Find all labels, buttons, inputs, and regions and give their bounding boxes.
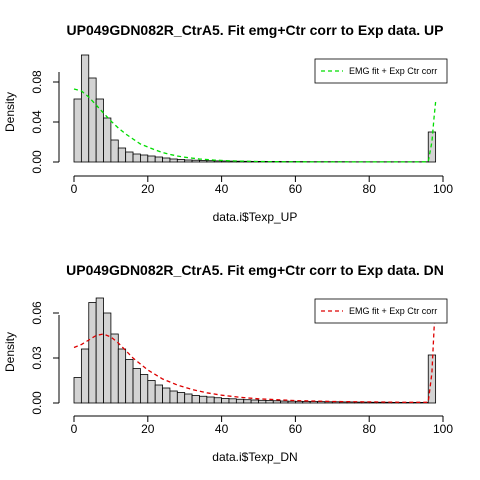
chart-up-y-tick-label-1: 0.04 [30,110,44,134]
chart-dn-bar-24 [250,399,259,404]
chart-dn-bar-31 [302,401,311,404]
chart-up-y-tick-label-2: 0.08 [30,70,44,94]
chart-up-x-tick-label-0: 0 [71,182,78,196]
chart-up-legend: EMG fit + Exp Ctr corr [314,58,448,84]
chart-up-x-tick-label-4: 80 [363,182,377,196]
chart-up-bar-15 [184,159,193,163]
chart-dn-bar-3 [95,297,104,404]
chart-dn-bar-25 [258,399,267,404]
chart-up-bar-9 [140,154,149,163]
chart-up-bar-1 [80,54,90,163]
chart-up-x-ticks: 0 20 40 60 80 100 [71,176,453,196]
chart-dn-bar-26 [265,400,274,404]
chart-dn-bar-30 [294,400,304,404]
chart-dn-bar-9 [140,374,149,404]
chart-dn-bar-7 [125,359,134,404]
chart-dn-title: UP049GDN082R_CtrA5. Fit emg+Ctr corr to … [66,262,444,278]
chart-up-bar-13 [169,158,178,163]
chart-up-y-ticks: 0.00 0.04 0.08 [30,70,59,174]
chart-dn-bar-1 [80,348,90,404]
chart-up-bar-5 [110,139,119,163]
chart-up-x-tick-label-1: 20 [141,182,155,196]
chart-dn-bar-6 [117,348,127,404]
chart-dn-x-tick-label-5: 100 [433,422,453,436]
chart-dn-bar-16 [191,395,200,404]
chart-up-title: UP049GDN082R_CtrA5. Fit emg+Ctr corr to … [67,22,444,38]
chart-dn-y-label: Density [3,332,17,372]
chart-up-x-tick-label-2: 40 [215,182,229,196]
chart-up-y-tick-label-0: 0.00 [30,150,44,174]
chart-dn-x-tick-label-3: 60 [289,422,303,436]
chart-dn-bar-21 [228,398,237,404]
chart-up-bar-12 [162,157,171,163]
chart-dn-x-tick-label-0: 0 [71,422,78,436]
chart-up-bar-6 [117,147,127,163]
chart-dn-bar-5 [110,333,119,404]
chart-dn-bar-15 [184,393,193,404]
chart-dn-x-ticks: 0 20 40 60 80 100 [71,416,453,436]
chart-up-bar-3 [95,98,104,163]
chart-up-bar-11 [154,156,163,163]
chart-dn-bar-28 [280,400,289,404]
chart-up-bar-4 [103,117,112,163]
chart-up-x-tick-label-3: 60 [289,182,303,196]
chart-up-y-label: Density [3,92,17,132]
chart-up-bar-14 [176,159,186,163]
chart-up-x-tick-label-5: 100 [433,182,453,196]
chart-dn-bar-4 [103,312,112,404]
chart-dn-bar-0 [73,377,82,404]
chart-dn-bar-12 [162,387,171,404]
chart-dn-bar-32 [309,401,318,404]
chart-up-bar-7 [125,151,134,163]
chart-up: UP049GDN082R_CtrA5. Fit emg+Ctr corr to … [3,22,453,224]
chart-dn-bar-17 [199,395,208,404]
chart-dn-x-tick-label-1: 20 [141,422,155,436]
chart-dn: UP049GDN082R_CtrA5. Fit emg+Ctr corr to … [3,262,453,464]
chart-dn-bars [73,297,437,404]
chart-dn-bar-48 [427,354,437,404]
chart-dn-bar-8 [132,368,141,404]
chart-up-bar-19 [213,160,223,163]
chart-dn-legend: EMG fit + Exp Ctr corr [314,298,448,324]
chart-dn-bar-22 [235,398,245,404]
chart-up-fit-line [73,88,437,163]
chart-dn-bar-2 [88,302,97,404]
chart-up-x-label: data.i$Texp_UP [213,210,298,224]
chart-dn-bar-18 [206,396,215,404]
chart-dn-bar-14 [176,392,186,404]
chart-up-bar-48 [427,131,437,163]
chart-dn-bar-29 [287,400,296,404]
chart-dn-y-tick-label-0: 0.00 [30,391,44,415]
chart-dn-x-tick-label-4: 80 [363,422,377,436]
chart-dn-y-ticks: 0.00 0.03 0.06 [30,301,59,415]
chart-up-bar-2 [88,77,97,163]
chart-up-bar-0 [73,98,82,163]
chart-up-bar-10 [147,155,156,163]
chart-dn-bar-10 [147,380,156,404]
chart-dn-y-tick-label-1: 0.03 [30,346,44,370]
chart-dn-bar-23 [243,399,252,404]
chart-dn-x-label: data.i$Texp_DN [212,450,297,464]
chart-up-legend-entry: EMG fit + Exp Ctr corr [349,66,437,76]
chart-up-bar-8 [132,153,141,163]
chart-dn-x-tick-label-2: 40 [215,422,229,436]
chart-up-bars [73,54,437,163]
chart-dn-bar-11 [154,384,163,404]
chart-up-bar-16 [191,159,200,163]
chart-up-bar-17 [199,160,208,163]
chart-up-bar-18 [206,160,215,163]
chart-dn-bar-19 [213,397,223,404]
chart-dn-legend-entry: EMG fit + Exp Ctr corr [349,306,437,316]
chart-dn-bar-13 [169,390,178,404]
chart-dn-bar-20 [221,398,230,404]
chart-dn-bar-27 [272,400,282,404]
chart-dn-y-tick-label-2: 0.06 [30,301,44,325]
